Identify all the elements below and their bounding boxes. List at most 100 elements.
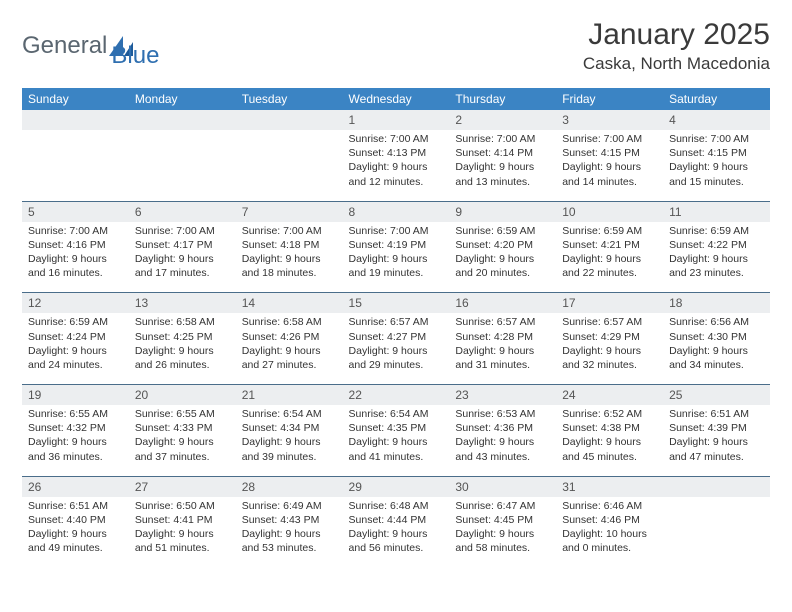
daylight-line-2: and 12 minutes.	[349, 175, 444, 189]
sunset-line: Sunset: 4:17 PM	[135, 238, 230, 252]
day-content-row: Sunrise: 6:59 AMSunset: 4:24 PMDaylight:…	[22, 313, 770, 384]
daylight-line-2: and 18 minutes.	[242, 266, 337, 280]
logo: General Blue	[22, 22, 159, 70]
sunset-line: Sunset: 4:36 PM	[455, 421, 550, 435]
daylight-line-1: Daylight: 9 hours	[242, 252, 337, 266]
sunset-line: Sunset: 4:45 PM	[455, 513, 550, 527]
sunset-line: Sunset: 4:29 PM	[562, 330, 657, 344]
sunrise-line: Sunrise: 6:59 AM	[28, 315, 123, 329]
sunset-line: Sunset: 4:27 PM	[349, 330, 444, 344]
day-number: 23	[449, 385, 556, 406]
daylight-line-1: Daylight: 9 hours	[28, 344, 123, 358]
sunset-line: Sunset: 4:26 PM	[242, 330, 337, 344]
daylight-line-1: Daylight: 9 hours	[562, 344, 657, 358]
day-header: Saturday	[663, 88, 770, 110]
sunset-line: Sunset: 4:38 PM	[562, 421, 657, 435]
daylight-line-2: and 20 minutes.	[455, 266, 550, 280]
day-number: 11	[663, 201, 770, 222]
day-number: 13	[129, 293, 236, 314]
daylight-line-2: and 19 minutes.	[349, 266, 444, 280]
daylight-line-2: and 0 minutes.	[562, 541, 657, 555]
sunset-line: Sunset: 4:21 PM	[562, 238, 657, 252]
day-number: 9	[449, 201, 556, 222]
day-number: 24	[556, 385, 663, 406]
sunset-line: Sunset: 4:40 PM	[28, 513, 123, 527]
day-cell: Sunrise: 6:59 AMSunset: 4:21 PMDaylight:…	[556, 222, 663, 293]
day-cell	[129, 130, 236, 201]
calendar-table: SundayMondayTuesdayWednesdayThursdayFrid…	[22, 88, 770, 567]
sunset-line: Sunset: 4:24 PM	[28, 330, 123, 344]
daylight-line-1: Daylight: 9 hours	[349, 344, 444, 358]
day-cell: Sunrise: 6:55 AMSunset: 4:32 PMDaylight:…	[22, 405, 129, 476]
daylight-line-1: Daylight: 9 hours	[455, 344, 550, 358]
daylight-line-1: Daylight: 9 hours	[135, 527, 230, 541]
sunrise-line: Sunrise: 6:51 AM	[28, 499, 123, 513]
day-cell	[663, 497, 770, 568]
sunrise-line: Sunrise: 7:00 AM	[28, 224, 123, 238]
daylight-line-2: and 47 minutes.	[669, 450, 764, 464]
daylight-line-1: Daylight: 9 hours	[135, 344, 230, 358]
sunrise-line: Sunrise: 6:59 AM	[562, 224, 657, 238]
daylight-line-1: Daylight: 9 hours	[455, 527, 550, 541]
day-cell: Sunrise: 6:46 AMSunset: 4:46 PMDaylight:…	[556, 497, 663, 568]
sunset-line: Sunset: 4:18 PM	[242, 238, 337, 252]
day-cell: Sunrise: 7:00 AMSunset: 4:19 PMDaylight:…	[343, 222, 450, 293]
day-number	[129, 110, 236, 130]
day-number: 20	[129, 385, 236, 406]
day-header: Monday	[129, 88, 236, 110]
day-header-row: SundayMondayTuesdayWednesdayThursdayFrid…	[22, 88, 770, 110]
sunset-line: Sunset: 4:41 PM	[135, 513, 230, 527]
day-cell: Sunrise: 6:57 AMSunset: 4:29 PMDaylight:…	[556, 313, 663, 384]
month-title: January 2025	[583, 18, 770, 52]
day-number: 10	[556, 201, 663, 222]
daylight-line-1: Daylight: 9 hours	[455, 252, 550, 266]
day-cell: Sunrise: 6:51 AMSunset: 4:40 PMDaylight:…	[22, 497, 129, 568]
daylight-line-1: Daylight: 9 hours	[669, 160, 764, 174]
daylight-line-2: and 53 minutes.	[242, 541, 337, 555]
daylight-line-2: and 39 minutes.	[242, 450, 337, 464]
day-number: 26	[22, 476, 129, 497]
sunrise-line: Sunrise: 7:00 AM	[669, 132, 764, 146]
sunrise-line: Sunrise: 6:50 AM	[135, 499, 230, 513]
daylight-line-2: and 45 minutes.	[562, 450, 657, 464]
day-number	[663, 476, 770, 497]
day-number: 1	[343, 110, 450, 130]
day-number	[236, 110, 343, 130]
title-block: January 2025 Caska, North Macedonia	[583, 18, 770, 74]
day-number: 31	[556, 476, 663, 497]
day-cell: Sunrise: 7:00 AMSunset: 4:17 PMDaylight:…	[129, 222, 236, 293]
sunset-line: Sunset: 4:34 PM	[242, 421, 337, 435]
sunrise-line: Sunrise: 6:52 AM	[562, 407, 657, 421]
calendar-body: 1234Sunrise: 7:00 AMSunset: 4:13 PMDayli…	[22, 110, 770, 567]
sunrise-line: Sunrise: 6:55 AM	[135, 407, 230, 421]
sunrise-line: Sunrise: 6:55 AM	[28, 407, 123, 421]
daylight-line-1: Daylight: 9 hours	[349, 160, 444, 174]
daylight-line-1: Daylight: 9 hours	[242, 527, 337, 541]
daylight-line-2: and 34 minutes.	[669, 358, 764, 372]
sunrise-line: Sunrise: 7:00 AM	[562, 132, 657, 146]
day-number: 17	[556, 293, 663, 314]
daylight-line-2: and 27 minutes.	[242, 358, 337, 372]
sunset-line: Sunset: 4:39 PM	[669, 421, 764, 435]
day-number: 22	[343, 385, 450, 406]
day-number: 5	[22, 201, 129, 222]
sunrise-line: Sunrise: 6:58 AM	[135, 315, 230, 329]
day-cell: Sunrise: 7:00 AMSunset: 4:13 PMDaylight:…	[343, 130, 450, 201]
day-cell: Sunrise: 7:00 AMSunset: 4:15 PMDaylight:…	[556, 130, 663, 201]
daylight-line-1: Daylight: 9 hours	[455, 160, 550, 174]
sunrise-line: Sunrise: 6:58 AM	[242, 315, 337, 329]
daylight-line-1: Daylight: 9 hours	[455, 435, 550, 449]
daylight-line-1: Daylight: 9 hours	[562, 252, 657, 266]
daylight-line-2: and 32 minutes.	[562, 358, 657, 372]
daylight-line-2: and 31 minutes.	[455, 358, 550, 372]
daylight-line-1: Daylight: 9 hours	[28, 435, 123, 449]
sunset-line: Sunset: 4:15 PM	[669, 146, 764, 160]
sunrise-line: Sunrise: 7:00 AM	[135, 224, 230, 238]
day-cell: Sunrise: 6:47 AMSunset: 4:45 PMDaylight:…	[449, 497, 556, 568]
daylight-line-2: and 43 minutes.	[455, 450, 550, 464]
day-cell: Sunrise: 6:59 AMSunset: 4:24 PMDaylight:…	[22, 313, 129, 384]
sunset-line: Sunset: 4:33 PM	[135, 421, 230, 435]
sunset-line: Sunset: 4:43 PM	[242, 513, 337, 527]
daylight-line-2: and 14 minutes.	[562, 175, 657, 189]
daylight-line-2: and 37 minutes.	[135, 450, 230, 464]
